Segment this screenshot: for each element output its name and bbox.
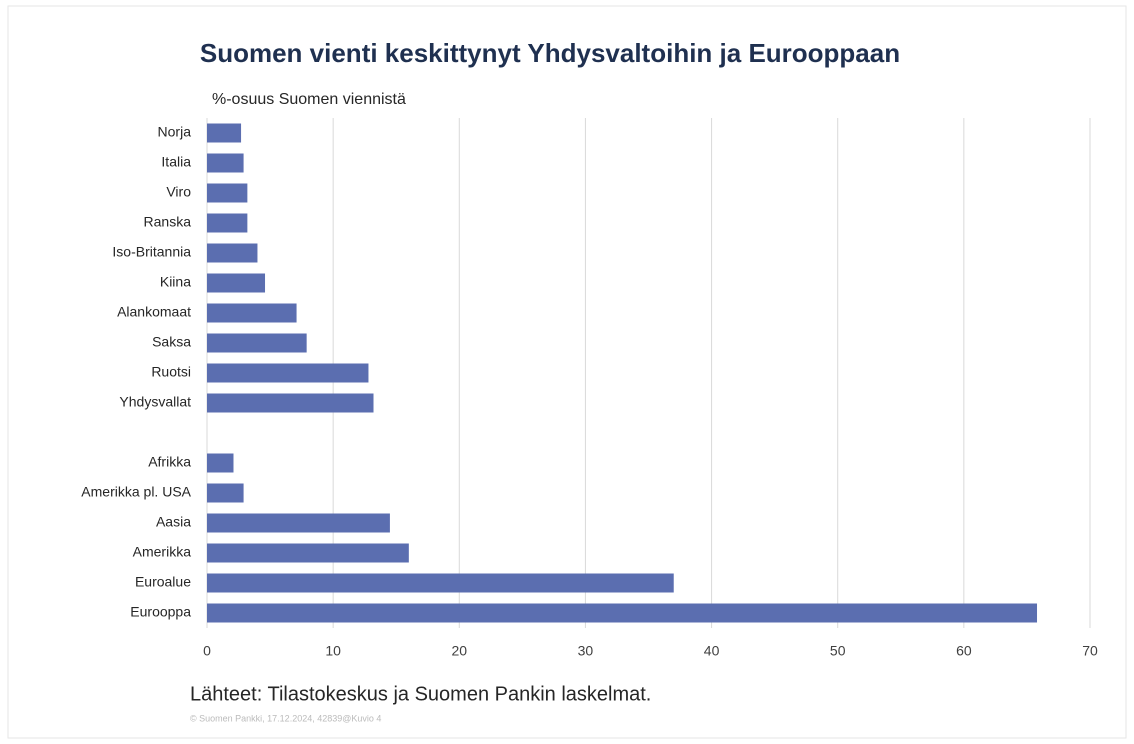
bar (207, 153, 244, 173)
y-tick-label: Aasia (156, 514, 191, 530)
bar (207, 453, 234, 473)
bar (207, 183, 248, 203)
y-tick-label: Alankomaat (117, 304, 191, 320)
bar (207, 243, 258, 263)
x-tick-label: 60 (956, 643, 972, 659)
y-tick-label: Ruotsi (151, 364, 191, 380)
bar (207, 303, 297, 323)
source: Lähteet: Tilastokeskus ja Suomen Pankin … (190, 683, 651, 705)
y-tick-label: Viro (166, 184, 191, 200)
bar (207, 363, 369, 383)
y-tick-label: Norja (158, 124, 192, 140)
y-tick-label: Amerikka pl. USA (81, 484, 191, 500)
x-tick-label: 0 (203, 643, 211, 659)
bar (207, 603, 1038, 623)
y-tick-label: Amerikka (133, 544, 192, 560)
bar (207, 573, 674, 593)
y-tick-label: Iso-Britannia (112, 244, 191, 260)
y-tick-label: Italia (161, 154, 191, 170)
x-tick-label: 40 (704, 643, 720, 659)
y-tick-label: Yhdysvallat (119, 394, 191, 410)
y-tick-label: Ranska (144, 214, 192, 230)
bar (207, 543, 409, 563)
bar (207, 273, 266, 293)
bar (207, 123, 242, 143)
y-tick-label: Euroalue (135, 574, 191, 590)
subtitle: %-osuus Suomen viennistä (212, 91, 406, 108)
bar (207, 333, 307, 353)
x-tick-label: 10 (325, 643, 341, 659)
bar (207, 213, 248, 233)
bar (207, 513, 390, 533)
x-tick-label: 30 (578, 643, 594, 659)
y-tick-label: Saksa (152, 334, 191, 350)
bar (207, 393, 374, 413)
x-tick-label: 50 (830, 643, 846, 659)
note: © Suomen Pankki, 17.12.2024, 42839@Kuvio… (190, 713, 381, 723)
y-tick-label: Kiina (160, 274, 191, 290)
y-tick-label: Afrikka (148, 454, 191, 470)
bar (207, 483, 244, 503)
y-tick-label: Eurooppa (130, 604, 191, 620)
chart-title: Suomen vienti keskittynyt Yhdysvaltoihin… (200, 38, 900, 68)
x-tick-label: 20 (451, 643, 467, 659)
x-tick-label: 70 (1082, 643, 1098, 659)
